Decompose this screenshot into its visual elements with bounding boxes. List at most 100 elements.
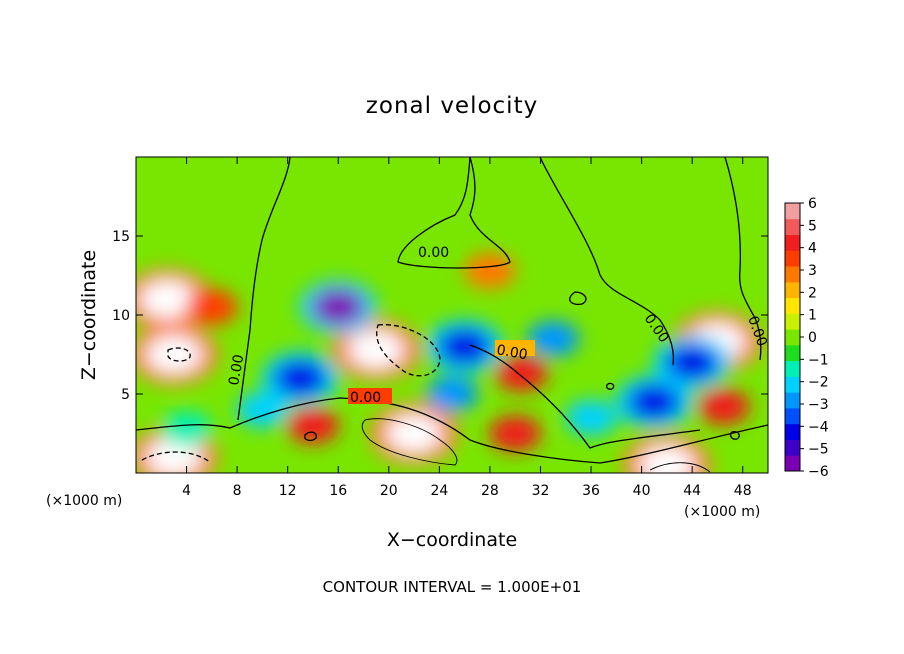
- field-blob: [147, 336, 200, 373]
- field-blob: [141, 281, 194, 318]
- x-axis-label: X−coordinate: [387, 529, 517, 551]
- contour-label-bg: [348, 388, 392, 404]
- colorbar-tick-label: 1: [808, 308, 817, 324]
- field-blob: [426, 376, 478, 412]
- zero-contour-line: [730, 430, 740, 440]
- contour-interval-note: CONTOUR INTERVAL = 1.000E+01: [323, 578, 582, 596]
- field-blob: [640, 447, 693, 473]
- colorbar-swatch: [785, 344, 800, 362]
- field-blob: [697, 388, 750, 425]
- field-blob: [312, 289, 365, 326]
- x-tick-label: 40: [633, 483, 651, 499]
- y-axis-label: Z−coordinate: [78, 250, 100, 380]
- zero-contour-line: [469, 344, 701, 449]
- velocity-field: [136, 252, 762, 473]
- x-tick-label: 48: [734, 483, 752, 499]
- contour-label: 0.00: [226, 353, 247, 386]
- x-tick-label: 36: [582, 483, 600, 499]
- zero-contour-line: [304, 431, 317, 442]
- colorbar-swatch: [785, 234, 800, 251]
- colorbar-swatch: [785, 329, 800, 346]
- zero-contour-line: [136, 397, 768, 464]
- field-blob: [286, 407, 339, 444]
- colorbar-swatch: [785, 455, 800, 472]
- field-blob: [438, 328, 491, 365]
- zero-contour-line: [539, 157, 675, 366]
- field-blob: [495, 355, 548, 392]
- colorbar: 6 5 4 3 2 1 0 −1 −2 −3 −4 −5 −6: [784, 196, 829, 480]
- zero-contour-line: [237, 157, 291, 421]
- x-tick-label: 24: [430, 483, 448, 499]
- field-blob: [350, 331, 403, 368]
- field-blob: [489, 415, 542, 452]
- negative-contour-line: [167, 347, 191, 362]
- chart-title: zonal velocity: [366, 93, 538, 119]
- x-tick-label: 12: [279, 483, 297, 499]
- field-blob: [527, 320, 580, 357]
- colorbar-swatch: [785, 281, 800, 299]
- contour-label-bg: [416, 243, 460, 259]
- colorbar-tick-label: −5: [808, 442, 829, 458]
- colorbar-swatch: [785, 297, 800, 314]
- field-blob: [388, 415, 441, 452]
- y-tick-label: 10: [112, 308, 130, 324]
- colorbar-tick-label: −4: [808, 419, 829, 435]
- colorbar-swatch: [785, 360, 800, 377]
- y-tick-label: 5: [121, 387, 130, 403]
- colorbar-swatch: [785, 376, 800, 393]
- x-unit-right: (×1000 m): [684, 504, 760, 520]
- zero-contours: [136, 157, 768, 473]
- contour-label: 0.00: [495, 342, 528, 363]
- colorbar-tick-label: 4: [808, 241, 817, 257]
- colorbar-swatch: [785, 423, 800, 440]
- negative-contour-line: [376, 324, 441, 377]
- contour-label-bg: [495, 340, 535, 356]
- colorbar-tick-label: 2: [808, 285, 817, 301]
- field-blob: [236, 391, 289, 428]
- colorbar-tick-label: −2: [808, 375, 829, 391]
- x-tick-label: 4: [182, 483, 191, 499]
- x-tick-label: 8: [233, 483, 242, 499]
- colorbar-tick-label: −6: [808, 464, 829, 480]
- x-axis: 4 8 12 16 20 24 28 32 36 40 44 48: [182, 157, 752, 499]
- x-tick-label: 44: [683, 483, 701, 499]
- colorbar-swatch: [785, 392, 800, 409]
- colorbar-swatch: [785, 218, 800, 236]
- field-blob: [147, 439, 200, 473]
- negative-contour-line: [141, 451, 211, 463]
- field-blob: [185, 289, 238, 326]
- x-tick-label: 16: [329, 483, 347, 499]
- positive-contour-line: [361, 418, 458, 466]
- field-blob: [274, 360, 327, 397]
- colorbar-tick-label: 0: [808, 330, 817, 346]
- field-blob: [565, 399, 618, 436]
- colorbar-swatch: [785, 250, 800, 267]
- colorbar-tick-label: −3: [808, 397, 829, 413]
- zero-contour-line: [569, 291, 587, 306]
- zero-contour-line: [605, 382, 615, 390]
- x-tick-label: 28: [481, 483, 499, 499]
- colorbar-tick-label: −1: [808, 352, 829, 368]
- colorbar-swatch: [785, 407, 800, 425]
- zero-contour-line: [397, 157, 511, 269]
- colorbar-swatch: [785, 313, 800, 330]
- x-tick-label: 20: [380, 483, 398, 499]
- colorbar-tick-label: 3: [808, 263, 817, 279]
- y-axis: 5 10 15: [112, 229, 768, 403]
- contour-label: 0.00: [418, 245, 449, 261]
- x-tick-label: 32: [532, 483, 550, 499]
- field-blob: [628, 383, 681, 420]
- zero-contour-line: [724, 157, 762, 361]
- colorbar-swatch: [785, 203, 800, 220]
- contour-label: 0.00: [350, 390, 381, 406]
- positive-contour-line: [649, 462, 711, 473]
- y-tick-label: 15: [112, 229, 130, 245]
- field-blob: [160, 410, 213, 447]
- x-unit-left: (×1000 m): [46, 493, 122, 509]
- plot-area: 0.00 0.00 0.00 0.00 0.00 0.00: [136, 157, 768, 473]
- colorbar-swatch: [785, 439, 800, 456]
- colorbar-tick-label: 5: [808, 218, 817, 234]
- colorbar-tick-label: 6: [808, 196, 817, 212]
- field-blob: [463, 252, 516, 289]
